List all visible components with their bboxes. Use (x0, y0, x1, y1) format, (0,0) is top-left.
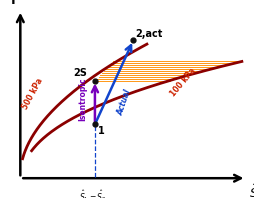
Text: 500 kPa: 500 kPa (21, 77, 45, 111)
Text: T: T (9, 0, 18, 7)
Text: $\hat{S}_1=\hat{S}_{2s}$: $\hat{S}_1=\hat{S}_{2s}$ (80, 188, 110, 198)
Text: Isentropic: Isentropic (78, 77, 87, 121)
Text: Actual: Actual (116, 88, 133, 116)
Text: 2S: 2S (73, 68, 87, 78)
Text: $\hat{S}$: $\hat{S}$ (249, 183, 254, 198)
Text: 100 kPa: 100 kPa (169, 66, 198, 98)
Text: 1: 1 (98, 126, 105, 136)
Text: 2,act: 2,act (136, 29, 163, 38)
